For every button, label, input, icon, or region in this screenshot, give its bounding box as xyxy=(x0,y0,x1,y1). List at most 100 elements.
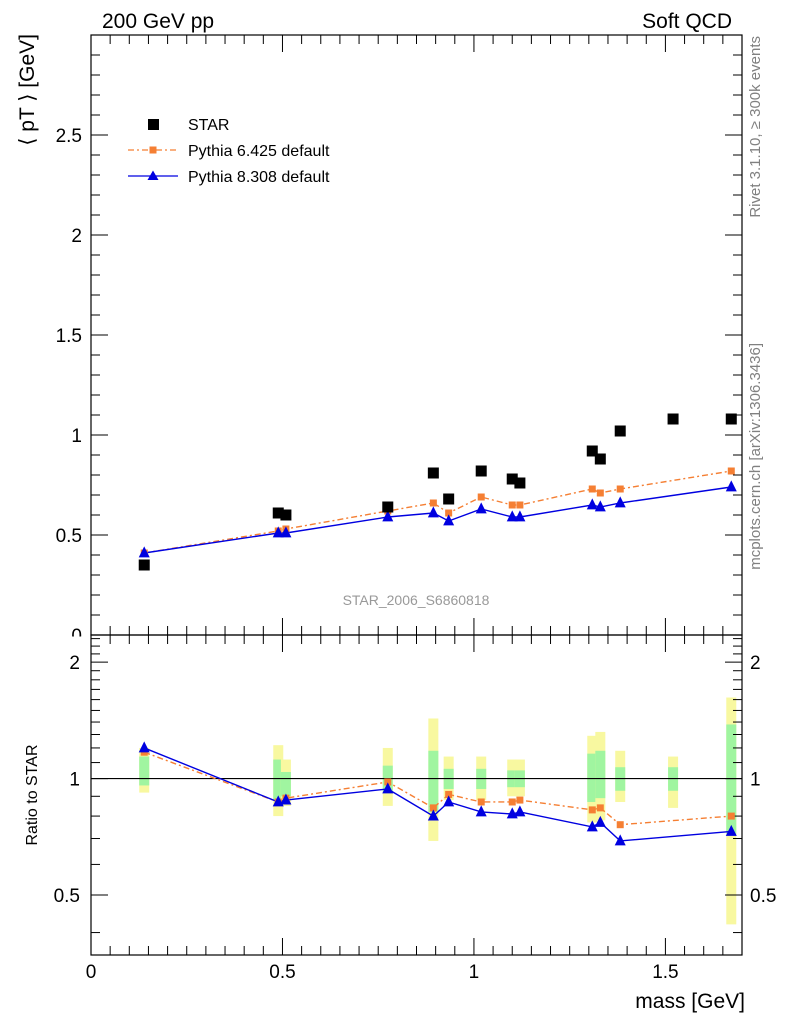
ratio-y-tick-label-right: 1 xyxy=(750,770,761,791)
ratio-pythia6-point xyxy=(588,806,596,814)
star-point xyxy=(427,467,439,479)
legend: STAR Pythia 6.425 default Pythia 8.308 d… xyxy=(128,117,330,186)
pythia8-point xyxy=(475,502,487,514)
ratio-pythia8-point xyxy=(443,795,455,807)
ratio-band-inner xyxy=(280,771,291,797)
main-y-axis-title: ⟨ pT ⟩ [GeV] xyxy=(16,34,39,146)
analysis-watermark: STAR_2006_S6860818 xyxy=(343,592,490,608)
ratio-pythia6-point xyxy=(727,812,735,820)
pythia8-point xyxy=(614,496,626,508)
legend-pythia6-marker xyxy=(149,146,157,154)
star-point xyxy=(138,559,150,571)
pythia8-point xyxy=(382,510,394,522)
main-y-tick-label: 2.5 xyxy=(56,126,82,147)
ratio-panel-frame xyxy=(90,634,743,956)
data-series xyxy=(138,413,737,846)
legend-pythia8-marker xyxy=(147,170,159,180)
pythia8-point xyxy=(506,510,518,522)
header-left-label: 200 GeV pp xyxy=(102,10,214,33)
ratio-pythia6-point xyxy=(596,804,604,812)
ratio-y-tick-label-right: 0.5 xyxy=(750,886,776,907)
pythia6-point xyxy=(596,489,604,497)
main-y-tick-label: 2 xyxy=(71,226,82,247)
ratio-pythia6-point xyxy=(616,821,624,829)
pythia8-point xyxy=(725,480,737,492)
ratio-pythia8-point xyxy=(614,834,626,846)
pythia8-point xyxy=(138,546,150,558)
ratio-band-inner xyxy=(273,759,284,801)
pythia8-point xyxy=(427,506,439,518)
pythia8-line xyxy=(144,486,732,554)
ratio-pythia6-point xyxy=(516,796,524,804)
main-y-tick-label-zero: 0 xyxy=(71,626,82,647)
pythia8-point xyxy=(586,498,598,510)
pythia6-line xyxy=(144,470,732,554)
ratio-pythia8-point xyxy=(586,820,598,832)
pythia6-point xyxy=(727,467,735,475)
pythia8-point xyxy=(443,514,455,526)
star-point xyxy=(506,473,518,485)
star-point xyxy=(475,465,487,477)
pythia8-point xyxy=(514,510,526,522)
star-point xyxy=(272,507,284,519)
rivet-label: Rivet 3.1.10, ≥ 300k events xyxy=(747,36,764,218)
pythia6-point xyxy=(588,485,596,493)
ratio-pythia8-point xyxy=(514,805,526,817)
ratio-pythia6-point xyxy=(429,804,437,812)
ratio-band-inner xyxy=(595,750,606,799)
legend-star-marker xyxy=(148,119,159,130)
star-point xyxy=(614,425,626,437)
x-tick-label: 1 xyxy=(469,962,480,983)
ratio-pythia8-point xyxy=(594,815,606,827)
legend-star-label: STAR xyxy=(188,117,229,134)
ratio-pythia8-point xyxy=(725,824,737,836)
pythia6-point xyxy=(445,509,453,517)
main-y-tick-label: 0.5 xyxy=(56,526,82,547)
ratio-pythia6-point xyxy=(384,778,392,786)
x-tick-label: 0 xyxy=(86,962,97,983)
main-y-tick-label: 1 xyxy=(71,426,82,447)
pythia6-point xyxy=(477,493,485,501)
ratio-pythia6-point xyxy=(508,798,516,806)
main-y-tick-label: 1.5 xyxy=(56,326,82,347)
main-panel-axes: 0.5 1 1.5 2 2.5 0 xyxy=(56,34,743,955)
ratio-uncertainty-bands xyxy=(139,697,737,925)
ratio-band-inner xyxy=(139,756,150,786)
ratio-pythia6-point xyxy=(445,790,453,798)
ratio-y-axis-title: Ratio to STAR xyxy=(24,744,41,845)
pythia8-point xyxy=(594,500,606,512)
x-axis-title: mass [GeV] xyxy=(635,990,745,1013)
ratio-pythia8-point xyxy=(475,805,487,817)
header-right-label: Soft QCD xyxy=(642,10,732,33)
ratio-pythia6-point xyxy=(477,798,485,806)
ratio-y-tick-label-left: 2 xyxy=(69,653,80,674)
star-point xyxy=(725,413,737,425)
x-tick-label: 1.5 xyxy=(652,962,678,983)
legend-pythia6-label: Pythia 6.425 default xyxy=(188,143,330,160)
ratio-y-tick-label-left: 0.5 xyxy=(54,886,80,907)
ratio-band-inner xyxy=(587,753,598,802)
star-point xyxy=(586,445,598,457)
pythia6-point xyxy=(616,485,624,493)
star-point xyxy=(382,501,394,513)
ratio-y-tick-label-left: 1 xyxy=(69,770,80,791)
star-point xyxy=(667,413,679,425)
ratio-panel-axes: 0 0.5 1 1.5 0.5 0.5 1 1 2 2 xyxy=(54,35,776,983)
legend-pythia8-label: Pythia 8.308 default xyxy=(188,169,330,186)
pythia6-point xyxy=(508,501,516,509)
star-point xyxy=(594,453,606,465)
ratio-pythia8-point xyxy=(280,793,292,805)
star-point xyxy=(514,477,526,489)
star-point xyxy=(443,493,455,505)
ratio-pythia8-point xyxy=(138,741,150,753)
ratio-pythia8-point xyxy=(382,782,394,794)
mcplots-label: mcplots.cern.ch [arXiv:1306.3436] xyxy=(747,343,764,570)
pythia6-point xyxy=(516,501,524,509)
pythia8-point xyxy=(280,526,292,538)
pythia6-point xyxy=(429,499,437,507)
ratio-band-inner xyxy=(428,750,439,812)
ratio-pythia8-point xyxy=(427,809,439,821)
star-point xyxy=(280,509,292,521)
pythia8-point xyxy=(272,526,284,538)
